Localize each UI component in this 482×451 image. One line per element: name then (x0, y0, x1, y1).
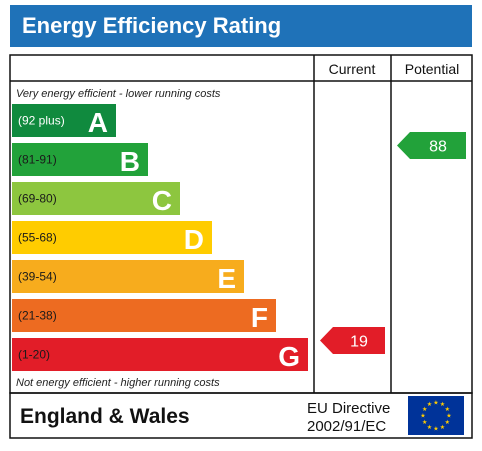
band-e: (39-54) E (12, 260, 244, 294)
flag-star-icon: ★ (422, 419, 427, 426)
band-bar-e (12, 260, 244, 293)
potential-rating-arrow-shape (397, 132, 466, 159)
flag-star-icon: ★ (427, 401, 432, 408)
flag-star-icon: ★ (445, 406, 450, 413)
band-a: (92 plus) A (12, 104, 116, 138)
footer-directive-line1: EU Directive (307, 400, 390, 417)
footer-directive-line2: 2002/91/EC (307, 418, 386, 435)
flag-star-icon: ★ (440, 401, 445, 408)
band-range-f: (21-38) (18, 309, 57, 323)
note-inefficient: Not energy efficient - higher running co… (16, 377, 220, 389)
chart-title: Energy Efficiency Rating (22, 13, 282, 38)
current-rating-arrow: 19 (320, 327, 385, 354)
band-bar-f (12, 299, 276, 332)
band-range-a: (92 plus) (18, 114, 65, 128)
flag-star-icon: ★ (440, 424, 445, 431)
band-c: (69-80) C (12, 182, 180, 216)
band-letter-f: F (251, 302, 268, 333)
footer-region: England & Wales (20, 405, 190, 428)
current-rating-arrow-value: 19 (350, 334, 368, 351)
band-g: (1-20) G (12, 338, 308, 372)
column-header-current: Current (329, 61, 376, 77)
flag-star-icon: ★ (433, 426, 438, 433)
band-letter-a: A (88, 107, 108, 138)
band-letter-e: E (217, 263, 236, 294)
flag-star-icon: ★ (427, 424, 432, 431)
flag-star-icon: ★ (420, 413, 425, 420)
band-range-e: (39-54) (18, 270, 57, 284)
flag-star-icon: ★ (445, 419, 450, 426)
band-range-d: (55-68) (18, 231, 57, 245)
band-bar-g (12, 338, 308, 371)
band-range-c: (69-80) (18, 192, 57, 206)
flag-star-icon: ★ (433, 400, 438, 407)
band-bar-b (12, 143, 148, 176)
flag-star-icon: ★ (422, 406, 427, 413)
eu-flag-icon: ★ ★★★★★★★★★★★ (408, 396, 464, 435)
current-rating-arrow-shape (320, 327, 385, 354)
potential-rating-arrow-value: 88 (429, 139, 447, 156)
rating-bands: (92 plus) A (81-91) B (69-80) C (55-68) D (39-54… (12, 104, 308, 372)
band-bar-a (12, 104, 116, 137)
title-bar: Energy Efficiency Rating (10, 5, 472, 47)
band-bar-c (12, 182, 180, 215)
band-b: (81-91) B (12, 143, 148, 177)
band-letter-b: B (120, 146, 140, 177)
band-d: (55-68) D (12, 221, 212, 255)
flag-star-icon: ★ (446, 413, 451, 420)
band-range-b: (81-91) (18, 153, 57, 167)
note-efficient: Very energy efficient - lower running co… (16, 88, 221, 100)
band-letter-c: C (152, 185, 172, 216)
band-letter-d: D (184, 224, 204, 255)
band-bar-d (12, 221, 212, 254)
column-header-potential: Potential (405, 61, 459, 77)
potential-rating-arrow: 88 (397, 132, 466, 159)
band-range-g: (1-20) (18, 348, 50, 362)
footer-frame (9, 392, 473, 439)
band-f: (21-38) F (12, 299, 276, 333)
band-letter-g: G (278, 341, 300, 372)
